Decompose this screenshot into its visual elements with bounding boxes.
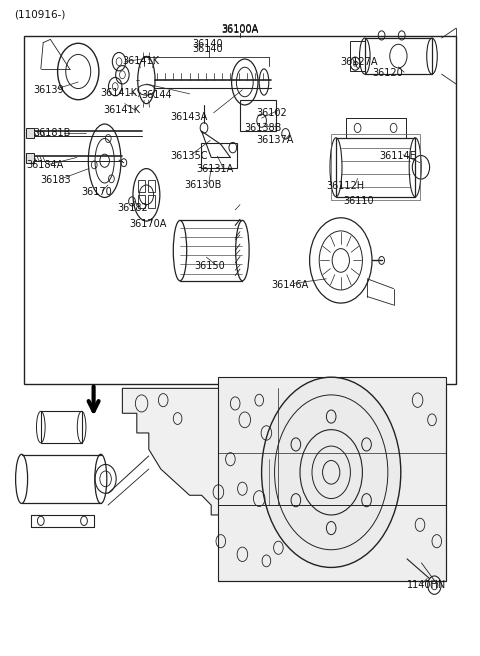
Circle shape: [262, 377, 401, 567]
Text: 36139: 36139: [34, 85, 64, 95]
Text: 36144: 36144: [142, 90, 172, 100]
Text: 36100A: 36100A: [221, 24, 259, 34]
Text: 36170: 36170: [82, 187, 112, 197]
Text: 1140HN: 1140HN: [407, 580, 446, 590]
Text: 36130B: 36130B: [185, 180, 222, 190]
Text: 36131A: 36131A: [197, 163, 234, 174]
Text: 36120: 36120: [372, 68, 403, 79]
Polygon shape: [122, 388, 446, 515]
Bar: [148, 180, 155, 192]
Bar: [41, 411, 82, 443]
Text: 36141K: 36141K: [122, 56, 159, 66]
Text: 36170A: 36170A: [130, 218, 167, 229]
Text: 36182: 36182: [118, 203, 148, 213]
Bar: [336, 138, 415, 197]
Text: 36135C: 36135C: [170, 151, 208, 161]
Bar: [350, 41, 365, 71]
Text: 36150: 36150: [194, 261, 225, 272]
Text: (110916-): (110916-): [14, 9, 66, 20]
Text: 36100A: 36100A: [221, 24, 259, 35]
Bar: [26, 128, 34, 138]
Text: 36141K: 36141K: [101, 88, 138, 98]
Text: 36138B: 36138B: [245, 123, 282, 133]
Bar: [365, 38, 432, 74]
Bar: [148, 195, 155, 208]
Text: 36110: 36110: [343, 196, 374, 207]
Text: 36102: 36102: [257, 108, 288, 118]
Bar: [331, 134, 420, 200]
Text: 36181B: 36181B: [34, 128, 71, 138]
Text: 36140: 36140: [192, 44, 223, 54]
Bar: [26, 153, 34, 163]
Bar: [240, 100, 276, 131]
Text: 36184A: 36184A: [26, 159, 64, 170]
Bar: [218, 377, 446, 581]
Bar: [24, 36, 456, 384]
Text: 36143A: 36143A: [170, 112, 208, 122]
Text: 36146A: 36146A: [271, 279, 309, 290]
Text: 36140: 36140: [192, 39, 223, 49]
Text: 36137A: 36137A: [257, 135, 294, 146]
Text: 36114E: 36114E: [379, 151, 416, 161]
Bar: [201, 143, 237, 168]
Text: 36141K: 36141K: [103, 105, 140, 115]
Bar: [138, 195, 145, 208]
Text: 36183: 36183: [41, 174, 72, 185]
Text: 36127A: 36127A: [341, 57, 378, 68]
Text: 36112H: 36112H: [326, 181, 364, 192]
Bar: [138, 180, 145, 192]
